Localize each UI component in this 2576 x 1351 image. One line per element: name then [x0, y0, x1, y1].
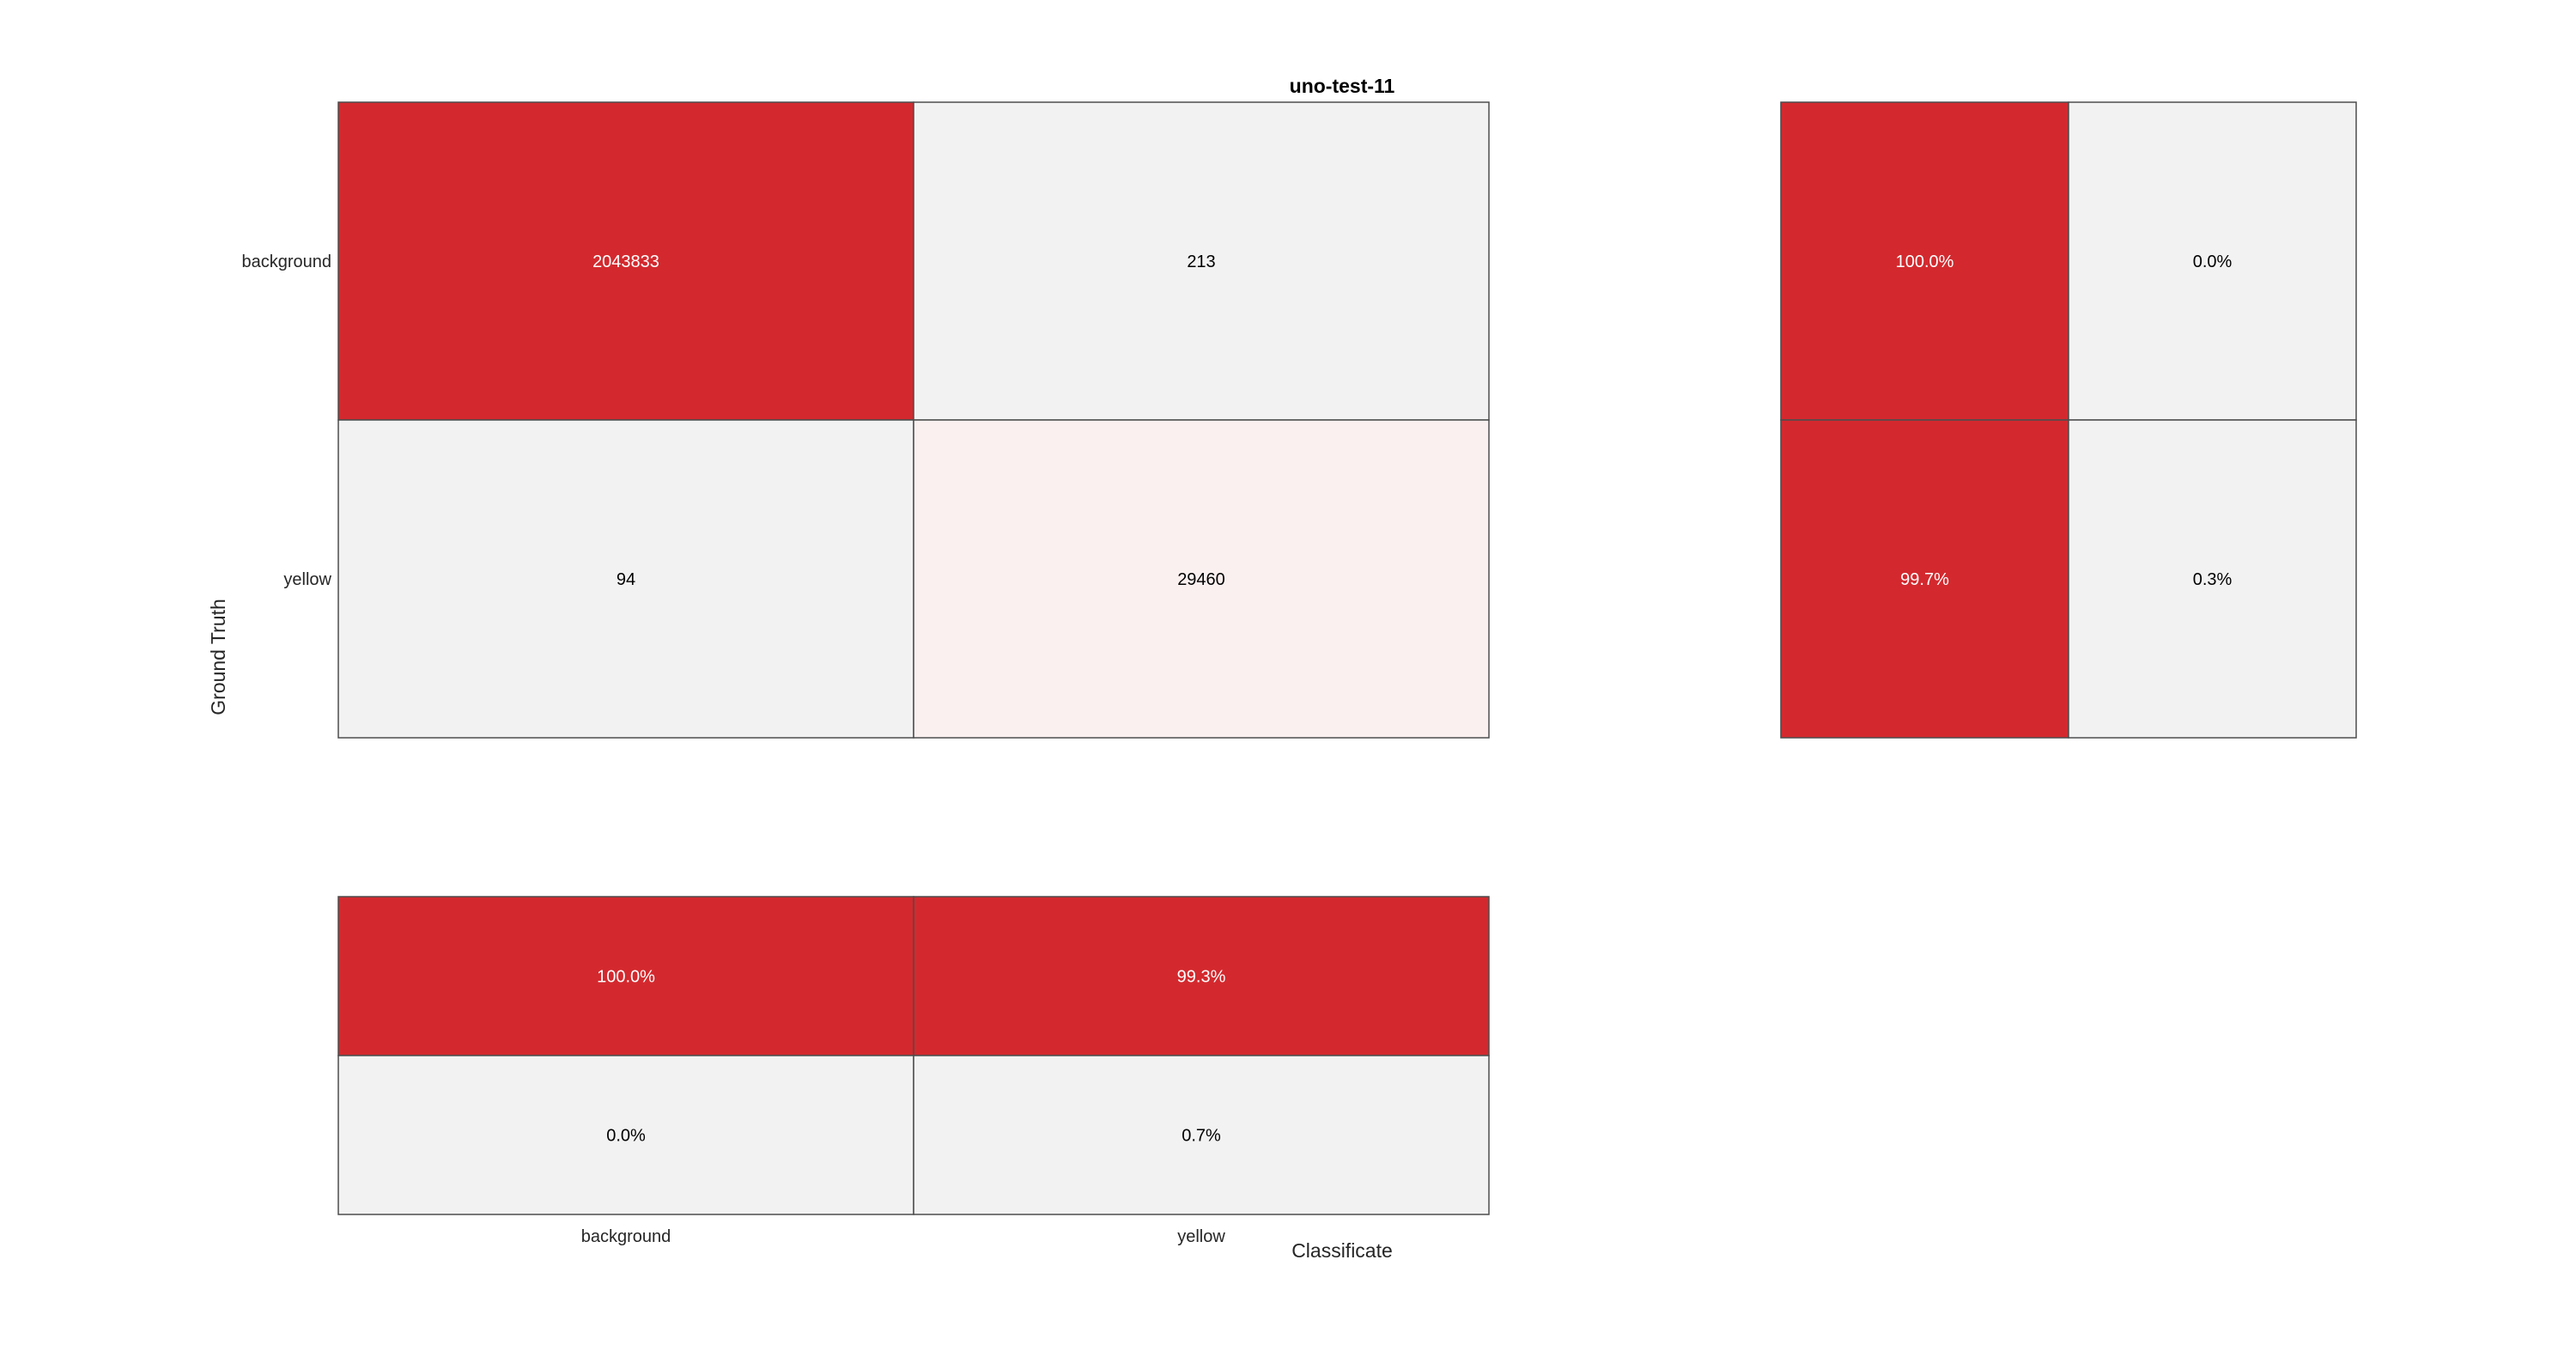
y-tick-label: yellow	[283, 570, 331, 589]
col-summary-cell-label: 0.7%	[1182, 1127, 1221, 1146]
col-summary-cell	[913, 1055, 1490, 1215]
row-summary-cell	[2068, 419, 2357, 739]
matrix-cell	[337, 101, 914, 421]
row-summary-cell	[1780, 419, 2069, 739]
col-summary-cell-label: 100.0%	[597, 968, 655, 987]
col-summary-cell	[913, 896, 1490, 1056]
row-summary-cell-label: 100.0%	[1896, 253, 1954, 271]
matrix-cell-label: 213	[1187, 253, 1215, 271]
row-summary-cell-label: 0.0%	[2193, 253, 2233, 271]
main-confusion-matrix: 2043833 213 94 29460 background yellow	[241, 101, 1490, 739]
matrix-cell	[913, 101, 1490, 421]
x-tick-label: background	[581, 1227, 671, 1246]
matrix-cell-label: 29460	[1177, 570, 1225, 589]
matrix-cell-label: 2043833	[592, 253, 659, 271]
matrix-cell	[337, 419, 914, 739]
row-summary-cell	[1780, 101, 2069, 421]
x-tick-label: yellow	[1177, 1227, 1225, 1246]
row-summary-cell-label: 99.7%	[1900, 570, 1949, 589]
col-summary-cell-label: 0.0%	[606, 1127, 646, 1146]
matrix-cell	[913, 419, 1490, 739]
y-tick-label: background	[241, 253, 331, 271]
row-summary-cell-label: 0.3%	[2193, 570, 2233, 589]
col-summary-cell-label: 99.3%	[1177, 968, 1226, 987]
column-summary-matrix: 100.0% 99.3% 0.0% 0.7% background yellow	[337, 896, 1490, 1246]
row-summary-cell	[2068, 101, 2357, 421]
row-summary-matrix: 100.0% 0.0% 99.7% 0.3%	[1780, 101, 2357, 739]
chart-title: uno-test-11	[1290, 75, 1395, 97]
y-axis-label: Ground Truth	[207, 599, 229, 715]
x-axis-label: Classificate	[1291, 1239, 1393, 1262]
matrix-cell-label: 94	[617, 570, 635, 589]
